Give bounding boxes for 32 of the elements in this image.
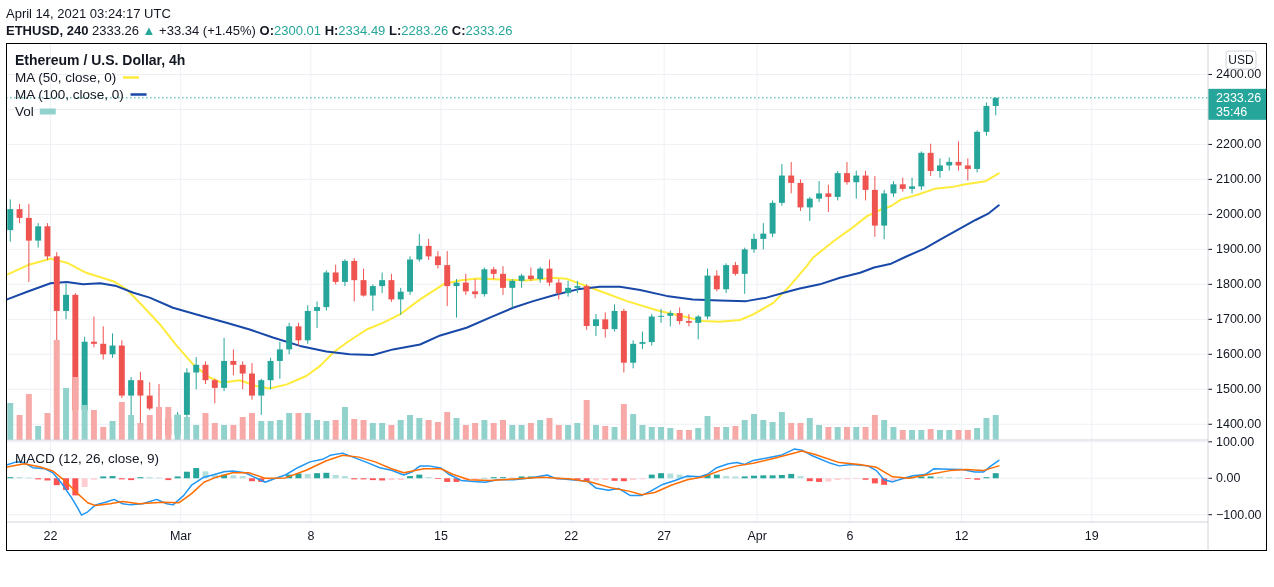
y-tick-label: −100.00 [1216,507,1262,522]
x-tick-label: 19 [1084,529,1099,543]
x-tick-label: 12 [954,529,969,543]
legend-label: MA (50, close, 0) [15,70,117,85]
text: 35:46 [1216,105,1248,120]
x-tick-label: Apr [747,529,767,543]
y-tick-label: 2400.00 [1216,67,1262,82]
x-tick-label: 15 [434,529,449,543]
y-tick-label: 1500.00 [1216,382,1262,397]
y-tick-label: 100.00 [1216,434,1255,449]
x-tick-label: Mar [169,529,192,543]
y-tick-label: 1600.00 [1216,347,1262,362]
text: Ethereum / U.S. Dollar, 4h [15,52,186,68]
x-tick-label: 22 [43,529,58,543]
x-tick-label: 27 [657,529,672,543]
y-tick-label: 2100.00 [1216,172,1262,187]
x-tick-label: 6 [846,529,854,543]
y-tick-label: 1400.00 [1216,417,1262,432]
y-tick-label: 1700.00 [1216,312,1262,327]
text: April 14, 2021 03:24:17 UTC [6,5,171,21]
ref-line-label: 2333.26 [1216,90,1262,105]
text: MACD (12, 26, close, 9) [15,450,160,466]
text: ETHUSD, 240 2333.26 ▲ +33.34 (+1.45%) O:2300.01 H:2334.49 L:2283.26 C:2333.26 [6,22,513,38]
legend-label: MA (100, close, 0) [15,87,124,102]
y-tick-label: 2000.00 [1216,207,1262,222]
y-tick-label: 2200.00 [1216,137,1262,152]
y-tick-label: 1900.00 [1216,242,1262,257]
y-tick-label: 1800.00 [1216,277,1262,292]
y-tick-label: 0.00 [1216,471,1241,486]
x-tick-label: 22 [564,529,579,543]
legend-label: Vol [15,104,34,119]
x-tick-label: 8 [307,529,315,543]
